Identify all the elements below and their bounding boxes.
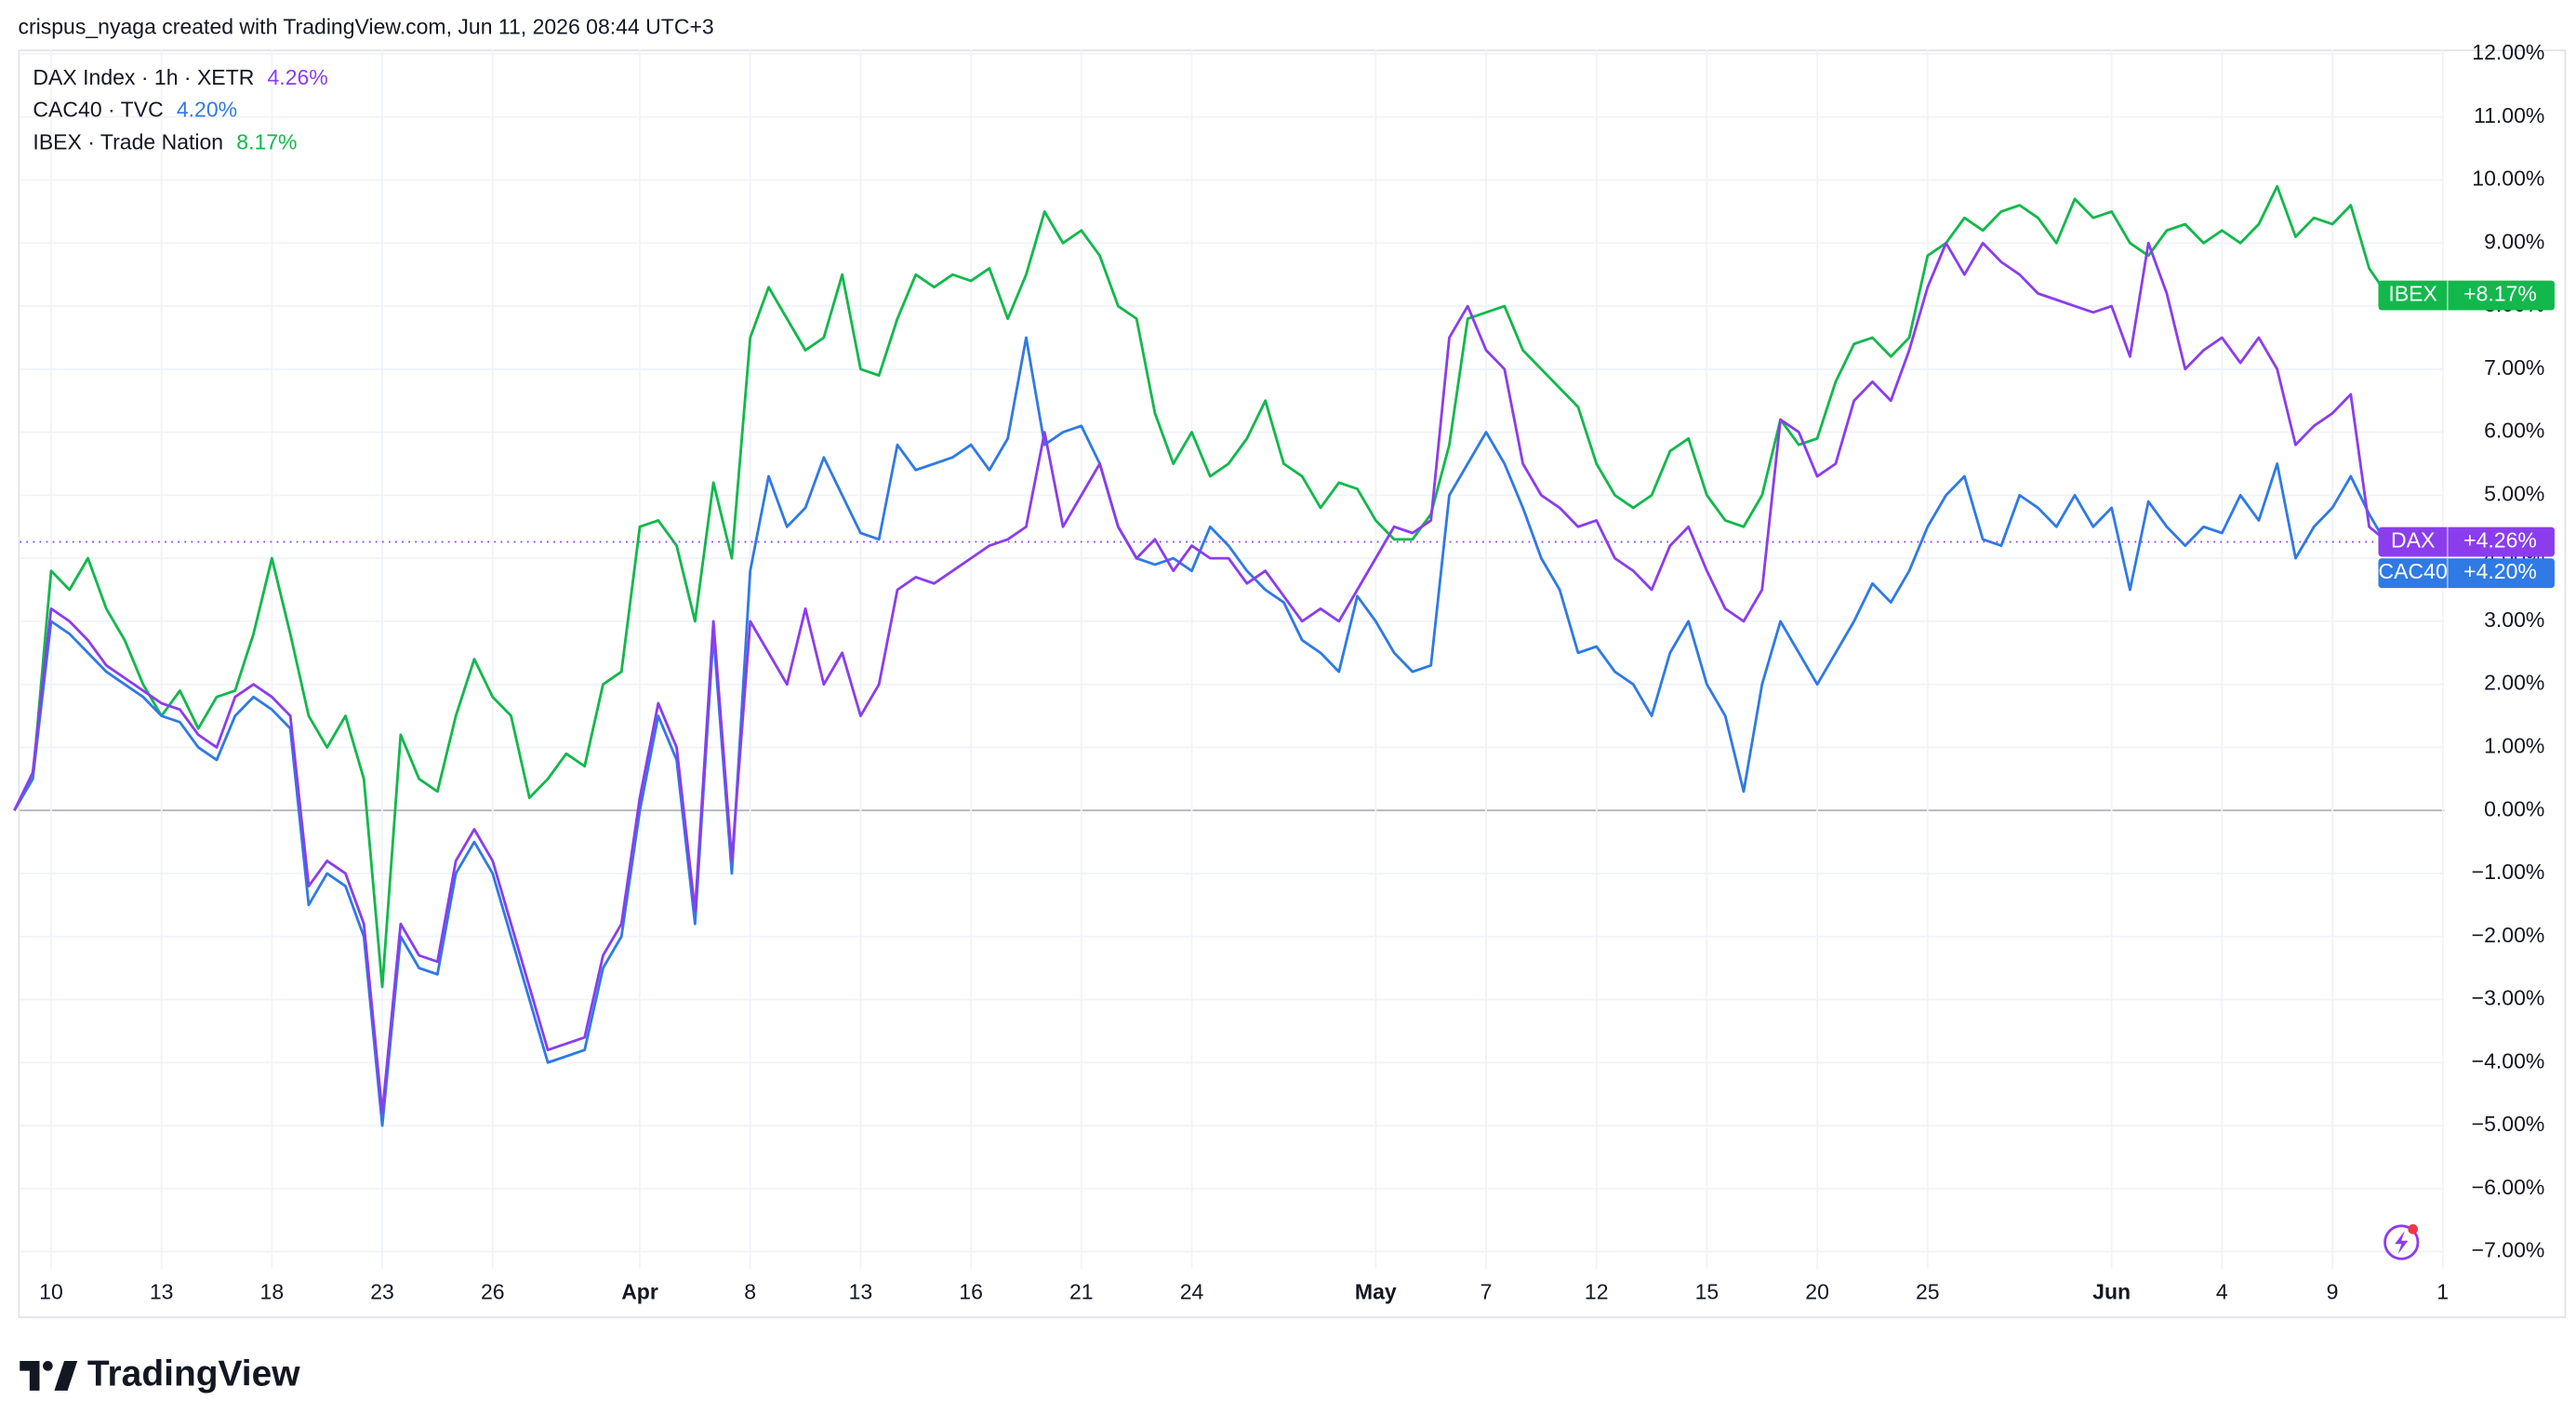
lines bbox=[13, 184, 2389, 1127]
axis-tag bbox=[2378, 558, 2555, 589]
legend-value: 4.20% bbox=[177, 98, 237, 122]
y-tick-label: 7.00% bbox=[2484, 355, 2544, 380]
y-tick-label: 12.00% bbox=[2472, 40, 2544, 64]
series-line bbox=[13, 184, 2389, 989]
x-tick-label: 23 bbox=[370, 1280, 394, 1304]
y-tick-label: 1.00% bbox=[2484, 734, 2544, 758]
icon-bolt bbox=[2395, 1231, 2409, 1254]
y-tick-label: −2.00% bbox=[2472, 923, 2545, 947]
tag-value: +8.17% bbox=[2463, 282, 2537, 306]
y-tick-label: 0.00% bbox=[2484, 796, 2544, 820]
x-tick-label: 24 bbox=[1180, 1280, 1204, 1304]
x-tick-label: 25 bbox=[1916, 1280, 1940, 1304]
y-tick-label: 9.00% bbox=[2484, 229, 2544, 253]
y-tick-label: −1.00% bbox=[2472, 860, 2545, 884]
legend-value: 4.26% bbox=[268, 65, 328, 89]
pane-border bbox=[18, 49, 2567, 1318]
tag-value: +4.20% bbox=[2463, 559, 2537, 583]
y-tick-label: −4.00% bbox=[2472, 1048, 2545, 1073]
header-text: crispus_nyaga created with TradingView.c… bbox=[18, 14, 713, 38]
legend-value: 8.17% bbox=[236, 129, 297, 153]
legend-name: DAX Index · 1h · XETR bbox=[33, 65, 254, 89]
y-tick-label: −5.00% bbox=[2472, 1112, 2545, 1136]
tag-name: IBEX bbox=[2388, 282, 2437, 306]
x-tick-label: 1 bbox=[2437, 1280, 2449, 1304]
icon-ring bbox=[2383, 1224, 2420, 1260]
x-tick-label: 10 bbox=[39, 1280, 63, 1304]
brand-logo: TradingView bbox=[20, 1354, 300, 1394]
tag-name: DAX bbox=[2391, 528, 2435, 553]
series-line bbox=[13, 241, 2389, 1114]
x-tick-label: 21 bbox=[1069, 1280, 1094, 1304]
x-tick-label: Apr bbox=[621, 1280, 658, 1304]
x-tick-label: 13 bbox=[849, 1280, 873, 1304]
tag-name: CAC40 bbox=[2379, 559, 2448, 583]
labels: 12.00%11.00%10.00%9.00%8.00%7.00%6.00%5.… bbox=[33, 40, 2555, 1304]
x-tick-label: May bbox=[1355, 1280, 1397, 1304]
y-tick-label: 11.00% bbox=[2474, 103, 2544, 127]
x-tick-label: 13 bbox=[150, 1280, 174, 1304]
x-tick-label: 16 bbox=[959, 1280, 983, 1304]
x-tick-label: 26 bbox=[481, 1280, 505, 1304]
y-tick-label: −3.00% bbox=[2472, 986, 2545, 1010]
grid bbox=[20, 49, 2445, 1269]
x-tick-label: 15 bbox=[1695, 1280, 1720, 1304]
logo-shape bbox=[20, 1361, 40, 1391]
legend-name: CAC40 · TVC bbox=[33, 98, 163, 122]
y-tick-label: 2.00% bbox=[2484, 671, 2544, 695]
x-tick-label: 4 bbox=[2216, 1280, 2228, 1304]
alert-icon[interactable] bbox=[2383, 1224, 2420, 1260]
logo-shape bbox=[54, 1361, 78, 1391]
axis-tag bbox=[2378, 280, 2555, 311]
series-line bbox=[13, 336, 2389, 1127]
y-tick-label: 5.00% bbox=[2484, 481, 2544, 505]
y-tick-label: 10.00% bbox=[2472, 167, 2544, 191]
x-tick-label: 9 bbox=[2327, 1280, 2339, 1304]
icon-dot bbox=[2408, 1224, 2418, 1234]
x-tick-label: 18 bbox=[260, 1280, 285, 1304]
y-tick-label: 3.00% bbox=[2484, 607, 2544, 632]
x-tick-label: 20 bbox=[1805, 1280, 1829, 1304]
x-tick-label: 12 bbox=[1585, 1280, 1609, 1304]
y-tick-label: −7.00% bbox=[2472, 1238, 2545, 1262]
x-tick-label: 7 bbox=[1481, 1280, 1493, 1304]
x-tick-label: Jun bbox=[2092, 1280, 2131, 1304]
tag-value: +4.26% bbox=[2463, 528, 2537, 553]
legend-name: IBEX · Trade Nation bbox=[33, 129, 223, 153]
x-tick-label: 8 bbox=[744, 1280, 756, 1304]
logo-shape bbox=[43, 1361, 53, 1371]
y-tick-label: −6.00% bbox=[2472, 1175, 2545, 1199]
brand-text: TradingView bbox=[87, 1354, 300, 1394]
axis-tag bbox=[2378, 527, 2555, 557]
y-tick-label: 6.00% bbox=[2484, 419, 2544, 443]
